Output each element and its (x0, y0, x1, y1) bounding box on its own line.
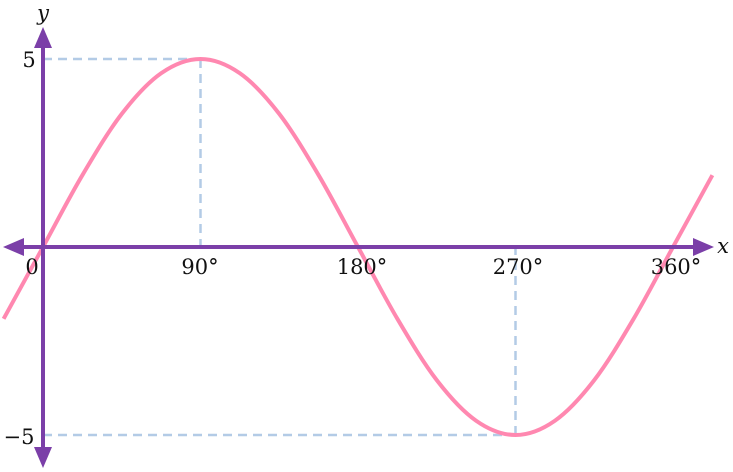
y-axis-down-arrow-icon (34, 447, 52, 468)
x-axis-left-arrow-icon (3, 238, 24, 256)
y-tick-label: −5 (4, 425, 35, 449)
y-axis-label: y (36, 1, 50, 25)
x-axis-right-arrow-icon (693, 238, 714, 256)
x-axis-label: x (717, 234, 729, 258)
x-tick-label: 0 (25, 255, 38, 279)
x-tick-label: 270° (493, 255, 544, 279)
y-axis-up-arrow-icon (34, 27, 52, 48)
x-tick-label: 90° (181, 255, 218, 279)
x-tick-label: 360° (651, 255, 702, 279)
y-tick-label: 5 (22, 48, 35, 72)
x-tick-label: 180° (337, 255, 388, 279)
